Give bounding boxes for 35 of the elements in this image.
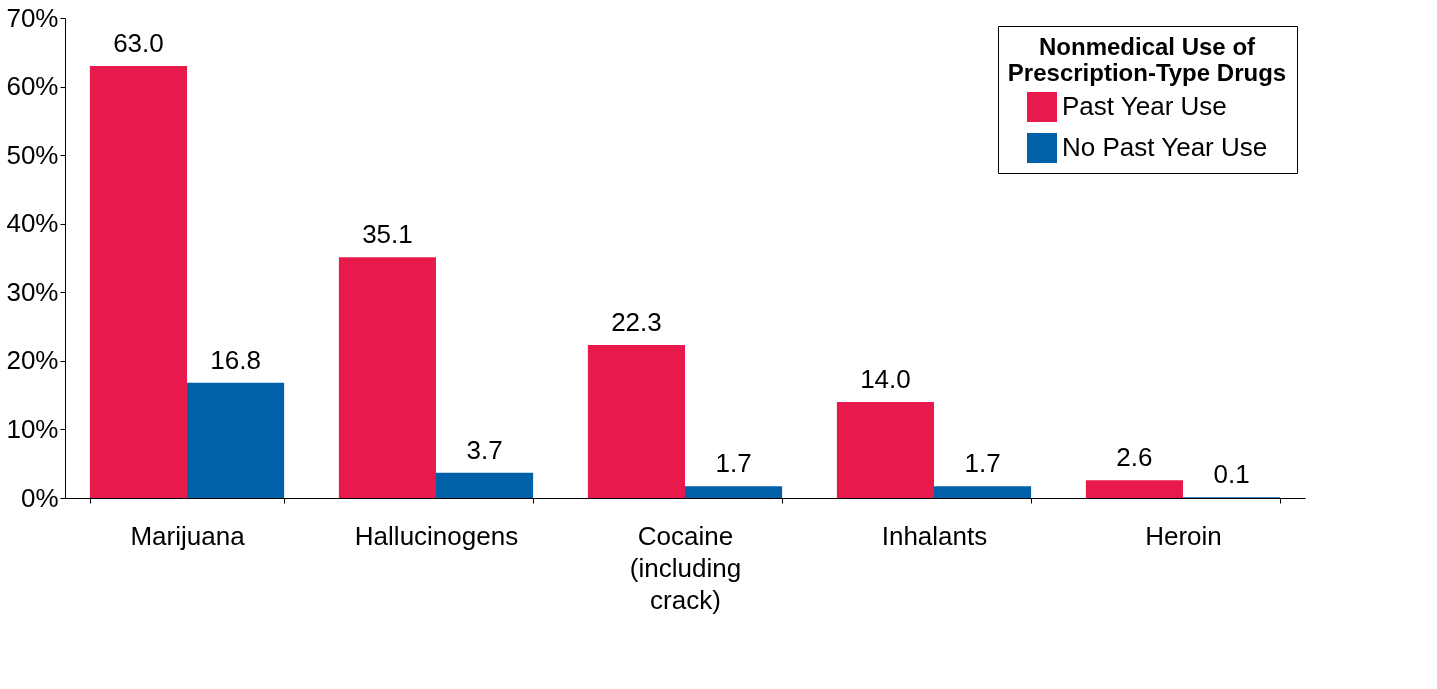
bar bbox=[685, 486, 783, 498]
y-tick-label: 30% bbox=[6, 276, 59, 307]
x-tick-label: Heroin bbox=[1145, 520, 1222, 551]
x-tick-label: Marijuana bbox=[130, 520, 246, 551]
y-tick-label: 70% bbox=[6, 2, 59, 33]
bar bbox=[436, 472, 534, 498]
bar bbox=[1085, 480, 1183, 498]
bar bbox=[89, 66, 188, 498]
y-tick-label: 60% bbox=[6, 71, 59, 102]
y-tick-label: 50% bbox=[6, 139, 59, 170]
data-label: 1.7 bbox=[715, 448, 752, 479]
data-label: 0.1 bbox=[1213, 459, 1250, 490]
legend-label: No Past Year Use bbox=[1062, 132, 1268, 162]
data-label: 22.3 bbox=[611, 307, 662, 338]
bar bbox=[338, 257, 436, 498]
legend-title: Nonmedical Use of Prescription-Type Drugs bbox=[1007, 33, 1287, 86]
data-label: 3.7 bbox=[466, 434, 503, 465]
data-label: 63.0 bbox=[113, 28, 164, 58]
data-label: 16.8 bbox=[210, 344, 261, 375]
data-label: 14.0 bbox=[860, 364, 911, 394]
y-tick-label: 0% bbox=[20, 482, 59, 513]
bar bbox=[934, 486, 1032, 498]
bar bbox=[187, 382, 285, 498]
y-tick-label: 40% bbox=[6, 208, 59, 239]
y-tick-label: 10% bbox=[6, 413, 59, 444]
bar bbox=[587, 345, 685, 498]
bar bbox=[836, 402, 934, 498]
x-tick-label: Cocaine (including crack) bbox=[629, 520, 742, 615]
legend-label: Past Year Use bbox=[1062, 91, 1227, 121]
data-label: 1.7 bbox=[964, 448, 1001, 479]
data-label: 2.6 bbox=[1116, 442, 1153, 473]
x-tick-label: Inhalants bbox=[881, 520, 988, 551]
y-tick-label: 20% bbox=[6, 345, 59, 376]
data-label: 35.1 bbox=[362, 219, 413, 250]
x-tick-label: Hallucinogens bbox=[354, 520, 519, 551]
